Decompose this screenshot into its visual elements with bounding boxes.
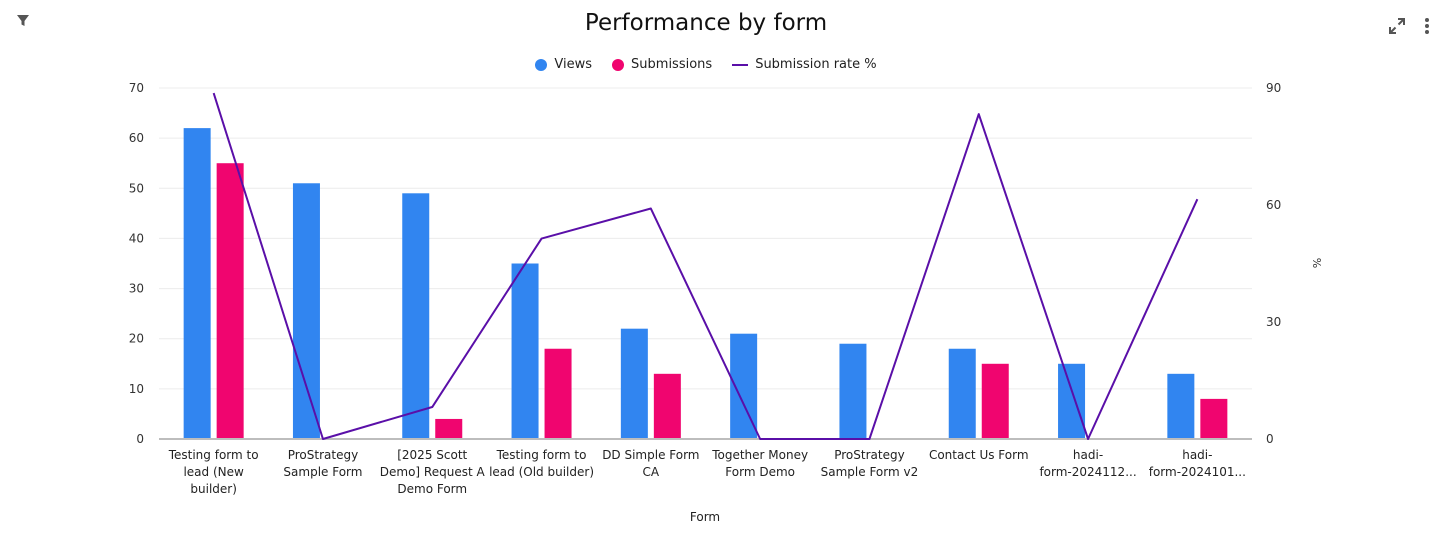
y-tick-label: 60 [129,131,144,145]
bar-submissions-5 [653,373,681,439]
x-tick-label: Testing form to lead (Old builder) [489,448,594,479]
legend-label-views: Views [554,57,593,72]
bar-views-4 [511,263,539,439]
expand-icon [1389,18,1405,34]
expand-button[interactable] [1387,16,1407,36]
bar-views-8 [948,348,976,439]
bar-views-7 [839,343,867,439]
chart-legend: Views Submissions Submission rate % [0,57,1412,72]
y2-axis-label: % [1310,258,1323,268]
bar-submissions-3 [435,418,463,439]
y2-tick-label: 90 [1266,81,1281,95]
legend-item-submissions[interactable]: Submissions [612,57,712,72]
x-tick-label: DD Simple Form CA [602,448,699,479]
legend-swatch-submissions [612,58,625,71]
x-tick-label: [2025 Scott Demo] Request A Demo Form [380,448,486,496]
bar-views-2 [292,183,320,439]
bar-submissions-4 [544,348,572,439]
y-tick-label: 70 [129,81,144,95]
filter-icon [17,15,29,26]
y2-tick-label: 60 [1266,198,1281,212]
x-tick-label: hadi-form-2024112... [1039,448,1136,479]
x-tick-label: ProStrategy Sample Form v2 [821,448,919,479]
y-tick-label: 20 [129,332,144,346]
x-tick-label: Contact Us Form [929,448,1029,462]
bar-submissions-8 [981,363,1009,439]
legend-item-views[interactable]: Views [535,57,592,72]
bar-views-9 [1058,363,1086,439]
legend-swatch-submission-rate [732,63,749,66]
y2-tick-label: 30 [1266,315,1281,329]
more-vertical-icon [1425,18,1429,34]
x-tick-label: Together Money Form Demo [711,448,808,479]
y-tick-label: 40 [129,231,144,245]
more-options-button[interactable] [1420,16,1434,36]
x-tick-label: Testing form to lead (New builder) [168,448,259,496]
y2-tick-label: 0 [1266,432,1274,446]
legend-label-submission-rate: Submission rate % [755,57,877,72]
y-tick-label: 0 [136,432,144,446]
y-tick-label: 10 [129,382,144,396]
bar-views-10 [1167,373,1195,439]
bar-views-1 [183,128,211,439]
x-tick-label: ProStrategy Sample Form [283,448,362,479]
y-tick-label: 30 [129,282,144,296]
filter-button[interactable] [14,12,32,30]
y-tick-label: 50 [129,181,144,195]
x-axis-label: Form [690,510,720,524]
bar-views-3 [402,193,430,439]
legend-label-submissions: Submissions [631,57,713,72]
bar-submissions-1 [216,163,244,439]
x-tick-label: hadi-form-2024101... [1149,448,1246,479]
legend-item-submission-rate[interactable]: Submission rate % [732,57,877,72]
legend-swatch-views [535,58,548,71]
chart-title: Performance by form [584,10,828,36]
bar-views-5 [620,328,648,439]
bar-submissions-10 [1200,398,1228,439]
line-submission-rate [212,92,1199,440]
